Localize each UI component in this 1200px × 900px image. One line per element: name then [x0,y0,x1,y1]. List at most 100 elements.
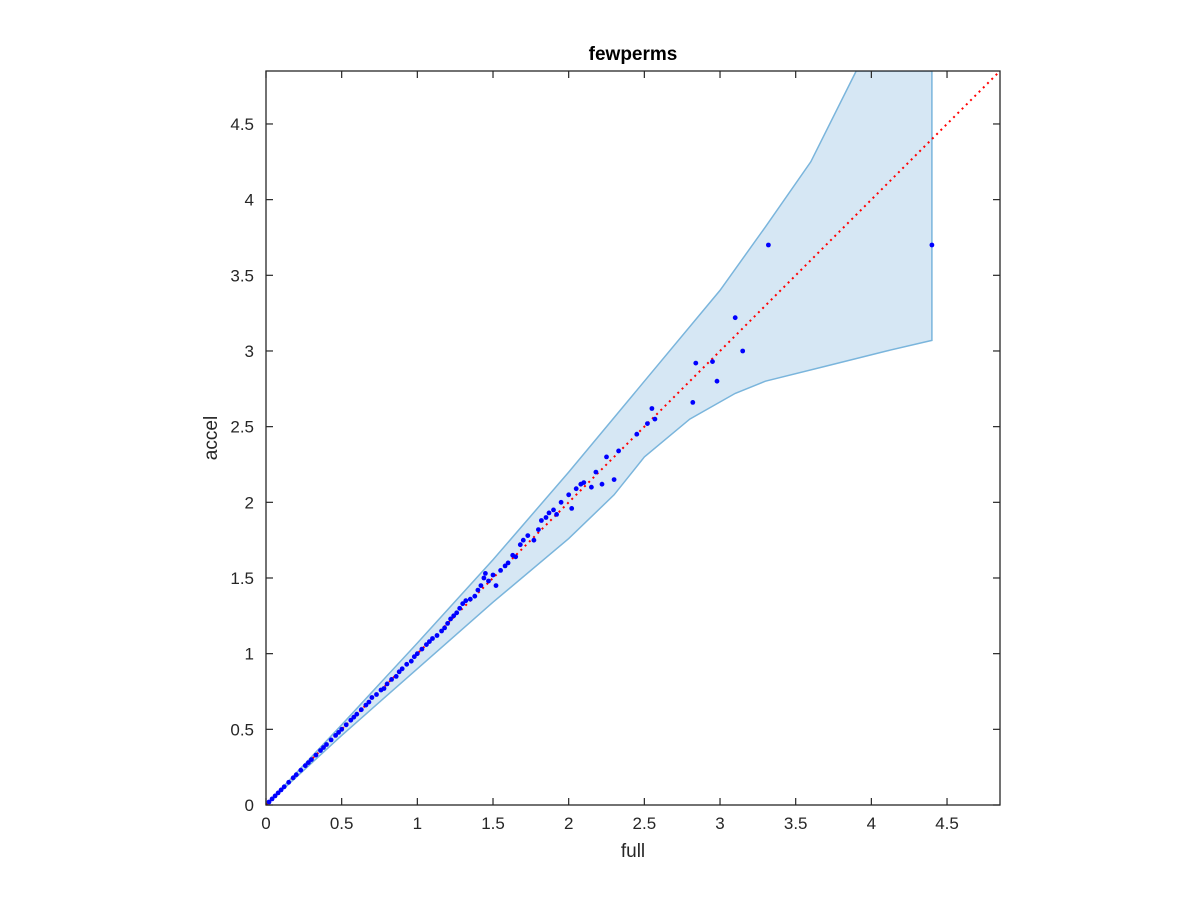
y-tick-label: 3.5 [230,266,254,285]
data-point [374,692,379,697]
x-tick-label: 1.5 [481,814,505,833]
data-point [546,510,552,516]
data-point [427,639,432,644]
data-point [393,674,399,679]
y-tick-label: 2 [245,493,254,512]
x-tick-label: 2 [564,814,573,833]
chart-title: fewperms [589,44,678,65]
y-tick-label: 4.5 [230,115,254,134]
data-point [502,563,508,569]
x-tick-label: 4.5 [935,814,959,833]
data-point [525,533,531,538]
y-tick-label: 3 [245,342,254,361]
data-point [740,348,746,354]
data-point [266,799,272,805]
data-point [536,527,541,532]
data-point [313,752,319,758]
data-point [339,726,345,732]
y-tick-label: 4 [245,191,254,210]
data-point [454,610,460,616]
data-point [278,787,284,793]
data-point [354,711,360,717]
x-tick-label: 3 [715,814,724,833]
data-point [363,702,369,708]
data-point [558,499,564,505]
data-point [272,793,278,799]
data-point [634,431,640,437]
data-point [554,512,559,517]
data-point [290,775,296,781]
data-point [714,378,720,384]
data-point [324,742,329,747]
data-point [419,646,425,652]
data-point [404,661,410,667]
data-point [328,737,334,743]
data-points [266,242,935,805]
data-point [306,760,311,765]
y-tick-label: 0 [245,796,254,815]
data-point [460,601,466,607]
data-point [498,568,503,573]
data-point [439,628,444,634]
x-tick-label: 0 [261,814,270,833]
data-point [481,575,487,581]
data-point [457,605,463,611]
x-tick-labels: 0 0.5 1 1.5 2 2.5 3 3.5 4 4.5 [261,814,959,833]
data-point [275,790,281,796]
data-point [513,554,519,560]
data-point [286,779,292,785]
data-point [309,757,314,762]
data-point [589,484,594,490]
data-point [710,359,715,364]
data-point [531,537,537,543]
data-point [281,784,287,790]
data-point [318,748,323,753]
reference-line [266,71,1000,805]
y-tick-label: 1.5 [230,569,254,588]
data-point [505,560,511,566]
tick-marks [265,71,1000,806]
data-point [389,677,394,682]
data-point [321,745,326,750]
data-point [929,242,935,248]
data-point [493,583,499,588]
x-tick-label: 0.5 [330,814,354,833]
data-point [333,733,338,738]
y-tick-label: 1 [245,645,254,664]
confidence-band [266,71,933,805]
data-point [593,469,599,475]
data-point [351,714,357,720]
data-point [467,596,473,602]
data-point [472,593,478,599]
data-point [448,616,453,622]
data-point [490,572,496,578]
x-tick-label: 1 [413,814,422,833]
y-tick-labels: 0 0.5 1 1.5 2 2.5 3 3.5 4 4.5 [230,115,254,815]
data-point [348,717,354,723]
data-point [520,537,526,543]
y-axis-label: accel [201,416,222,460]
data-point [483,571,488,576]
data-point [486,578,491,584]
data-point [604,454,609,460]
data-point [569,506,575,511]
x-tick-label: 4 [867,814,876,833]
data-point [649,406,655,411]
data-point [384,681,390,687]
data-point [399,666,405,672]
data-point [369,695,375,700]
data-point [445,621,450,626]
data-point [732,315,738,321]
data-point [581,480,587,485]
data-point [358,707,364,713]
data-point [599,481,605,487]
data-point [298,767,304,773]
x-tick-label: 2.5 [633,814,657,833]
axes-box [265,70,1001,806]
x-axis-label: full [621,841,645,862]
data-point [616,448,621,454]
data-point [451,613,457,619]
data-point [611,477,617,482]
data-point [539,518,544,523]
data-point [652,416,658,422]
